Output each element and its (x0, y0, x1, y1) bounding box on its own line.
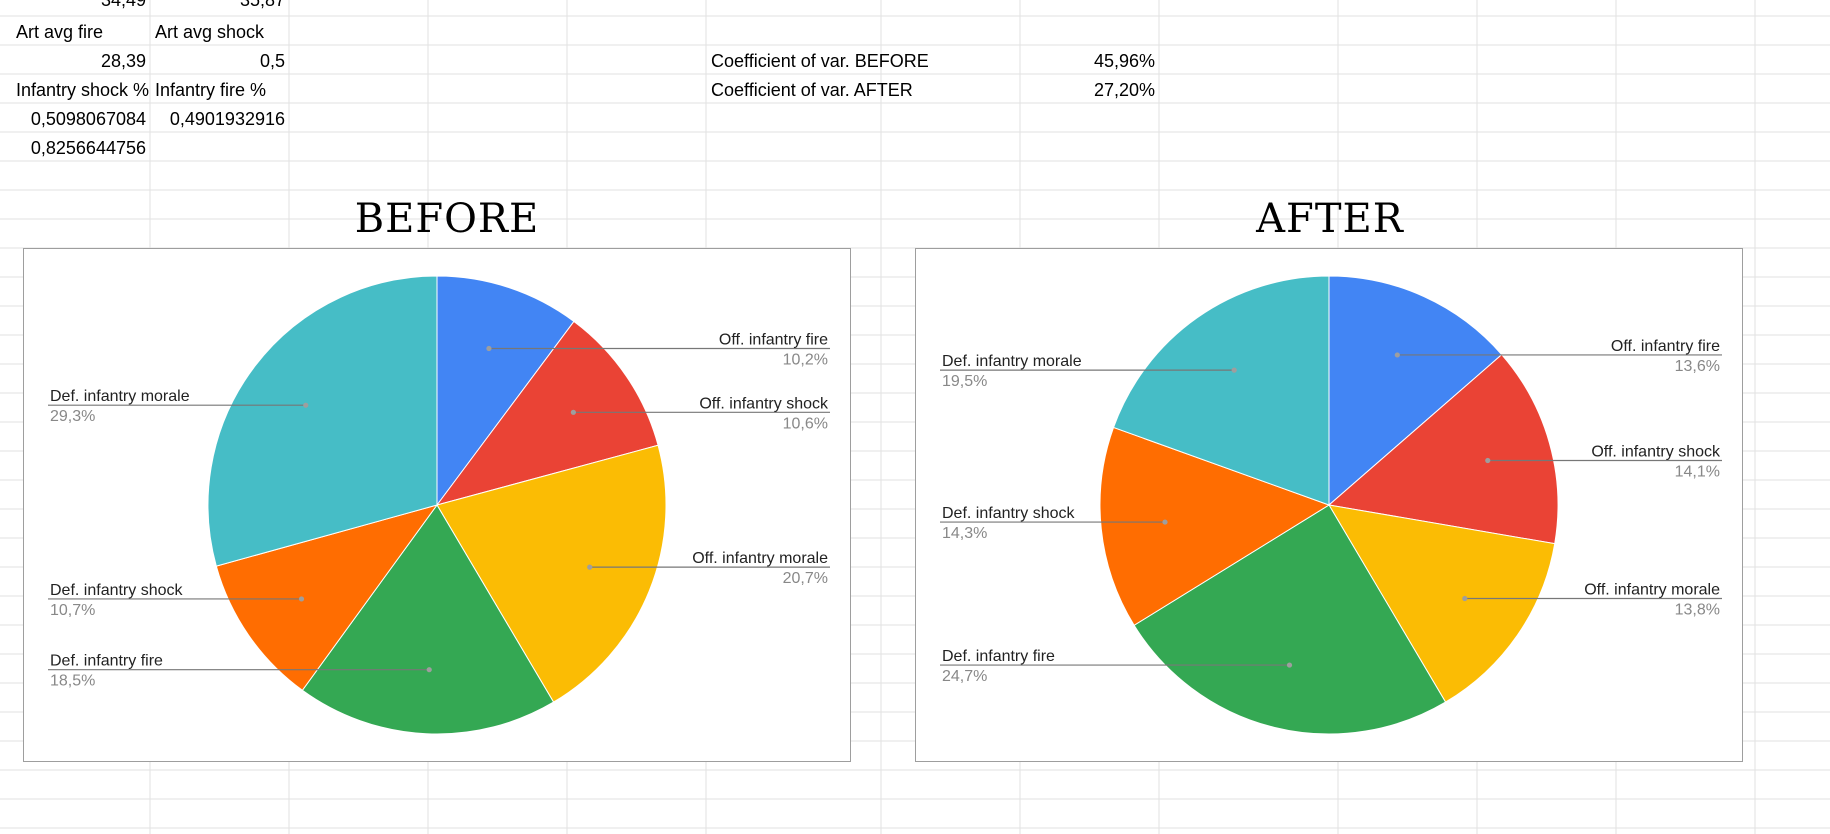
cell-a6[interactable]: 0,8256644756 (30, 138, 146, 158)
slice-label-off-infantry-fire: Off. infantry fire (1611, 338, 1720, 355)
coef-after-label[interactable]: Coefficient of var. AFTER (711, 80, 913, 100)
slice-value-off-infantry-morale: 13,8% (1675, 602, 1720, 619)
pie-slice-def-infantry-morale[interactable] (1112, 275, 1330, 506)
pie-slice-def-infantry-shock[interactable] (1099, 426, 1331, 626)
leader-dot-def-infantry-shock (298, 596, 305, 602)
slice-label-def-infantry-morale: Def. infantry morale (942, 353, 1082, 370)
slice-label-def-infantry-shock: Def. infantry shock (942, 505, 1076, 522)
leader-dot-off-infantry-shock (570, 409, 576, 415)
slice-label-def-infantry-fire: Def. infantry fire (50, 653, 163, 670)
cell-b3[interactable]: 0,5 (259, 51, 285, 71)
leader-dot-def-infantry-morale (303, 402, 309, 408)
slice-label-off-infantry-morale: Off. infantry morale (692, 550, 828, 567)
cell-a2[interactable]: Art avg fire (16, 22, 104, 42)
leader-dot-off-infantry-shock (1485, 457, 1491, 464)
pie-slice-off-infantry-shock[interactable] (435, 320, 659, 506)
slice-value-def-infantry-morale: 19,5% (942, 373, 987, 390)
slice-label-def-infantry-fire: Def. infantry fire (942, 648, 1055, 665)
leader-dot-off-infantry-fire (1394, 352, 1400, 358)
coef-before-value[interactable]: 45,96% (1093, 51, 1155, 71)
slice-value-def-infantry-shock: 14,3% (942, 525, 987, 542)
pie-slice-off-infantry-fire[interactable] (436, 275, 575, 507)
slice-label-off-infantry-shock: Off. infantry shock (699, 395, 829, 412)
slice-value-def-infantry-morale: 29,3% (50, 408, 95, 425)
slice-value-off-infantry-shock: 10,6% (783, 415, 828, 432)
leader-dot-def-infantry-fire (1286, 662, 1293, 668)
leader-dot-def-infantry-fire (426, 667, 432, 673)
leader-dot-def-infantry-shock (1162, 519, 1168, 525)
cell-a3[interactable]: 28,39 (100, 51, 146, 71)
chart-before-title: BEFORE (354, 196, 540, 242)
slice-value-def-infantry-fire: 18,5% (50, 673, 95, 690)
coef-after-value[interactable]: 27,20% (1093, 80, 1155, 100)
cell-a1[interactable]: 34,49 (100, 0, 146, 10)
cell-b1[interactable]: 35,87 (239, 0, 285, 10)
pie-slice-def-infantry-morale[interactable] (207, 275, 438, 567)
cell-b5[interactable]: 0,4901932916 (169, 109, 285, 129)
pie-slice-off-infantry-shock[interactable] (1327, 353, 1559, 545)
cell-b2[interactable]: Art avg shock (155, 22, 265, 42)
coef-before-label[interactable]: Coefficient of var. BEFORE (711, 51, 929, 71)
leader-dot-off-infantry-fire (486, 345, 492, 352)
pie-slice-def-infantry-fire[interactable] (301, 504, 555, 735)
slice-label-def-infantry-shock: Def. infantry shock (50, 582, 184, 599)
slice-value-off-infantry-morale: 20,7% (783, 570, 828, 587)
slice-value-def-infantry-shock: 10,7% (50, 602, 95, 619)
pie-slice-off-infantry-morale[interactable] (1328, 504, 1556, 703)
cell-a5[interactable]: 0,5098067084 (30, 109, 146, 129)
pie-slice-off-infantry-fire[interactable] (1328, 275, 1503, 507)
pie-slice-off-infantry-morale[interactable] (436, 444, 667, 703)
cell-a4[interactable]: Infantry shock % (16, 80, 150, 100)
pie-chart-before: Off. infantry fire 10,2% Off. infantry sho… (48, 275, 830, 735)
slice-value-def-infantry-fire: 24,7% (942, 668, 987, 685)
slice-label-off-infantry-shock: Off. infantry shock (1591, 443, 1721, 460)
slice-value-off-infantry-fire: 10,2% (783, 352, 828, 369)
slice-label-off-infantry-morale: Off. infantry morale (1584, 582, 1720, 599)
chart-after[interactable]: Off. infantry fire 13,6% Off. infantry sho… (915, 248, 1743, 762)
chart-before[interactable]: Off. infantry fire 10,2% Off. infantry sho… (23, 248, 851, 762)
slice-value-off-infantry-fire: 13,6% (1675, 358, 1720, 375)
slice-label-off-infantry-fire: Off. infantry fire (719, 332, 828, 349)
leader-dot-def-infantry-morale (1231, 367, 1237, 373)
pie-chart-after: Off. infantry fire 13,6% Off. infantry sho… (940, 275, 1722, 735)
leader-dot-off-infantry-morale (587, 564, 593, 570)
cell-b4[interactable]: Infantry fire % (155, 80, 267, 100)
slice-value-off-infantry-shock: 14,1% (1675, 463, 1720, 480)
chart-after-title: AFTER (1256, 196, 1404, 242)
pie-slice-def-infantry-fire[interactable] (1133, 504, 1447, 735)
leader-dot-off-infantry-morale (1462, 595, 1468, 602)
slice-label-def-infantry-morale: Def. infantry morale (50, 388, 190, 405)
